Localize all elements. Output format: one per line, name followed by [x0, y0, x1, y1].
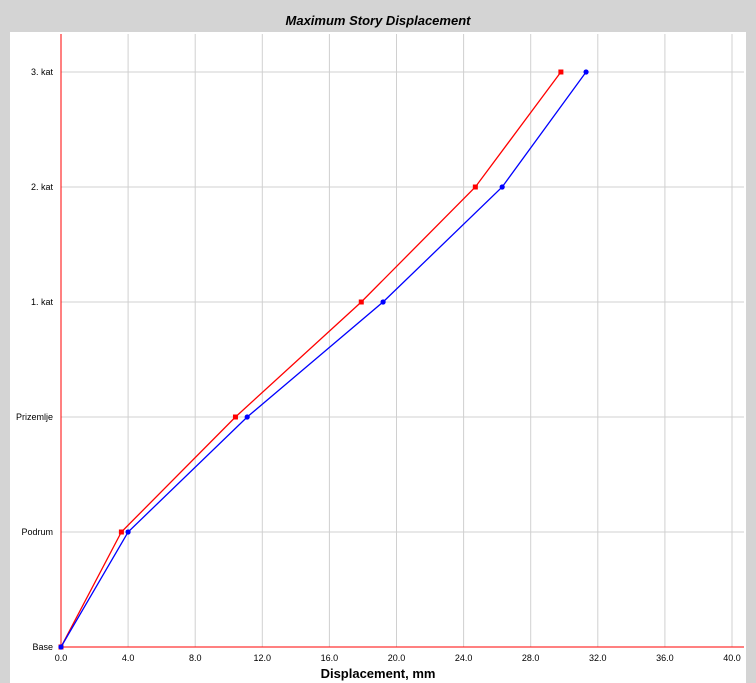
- plot-area: [10, 32, 746, 683]
- data-point: [244, 414, 250, 420]
- data-point: [232, 414, 238, 420]
- data-point: [583, 69, 589, 75]
- x-tick-label: 36.0: [656, 653, 674, 663]
- x-tick-label: 40.0: [723, 653, 741, 663]
- x-tick-label: 16.0: [321, 653, 339, 663]
- data-point: [472, 184, 478, 190]
- x-axis-label: Displacement, mm: [320, 666, 436, 681]
- y-tick-label: Podrum: [21, 527, 53, 537]
- x-tick-label: 28.0: [522, 653, 540, 663]
- y-tick-label: 2. kat: [31, 182, 54, 192]
- data-point: [380, 299, 386, 305]
- data-point: [499, 184, 505, 190]
- series-line: [60, 71, 562, 648]
- x-tick-label: 8.0: [189, 653, 202, 663]
- x-tick-label: 12.0: [254, 653, 272, 663]
- y-tick-label: Prizemlje: [16, 412, 53, 422]
- data-point: [558, 69, 564, 75]
- data-point: [118, 529, 124, 535]
- x-tick-label: 4.0: [122, 653, 135, 663]
- chart-title: Maximum Story Displacement: [285, 13, 471, 28]
- data-point: [58, 644, 64, 650]
- series-line: [60, 71, 587, 648]
- x-tick-label: 32.0: [589, 653, 607, 663]
- y-tick-label: 1. kat: [31, 297, 54, 307]
- data-point: [125, 529, 131, 535]
- y-tick-label: Base: [32, 642, 53, 652]
- y-tick-label: 3. kat: [31, 67, 54, 77]
- x-tick-label: 24.0: [455, 653, 473, 663]
- x-tick-label: 20.0: [388, 653, 406, 663]
- data-point: [358, 299, 364, 305]
- x-tick-label: 0.0: [55, 653, 68, 663]
